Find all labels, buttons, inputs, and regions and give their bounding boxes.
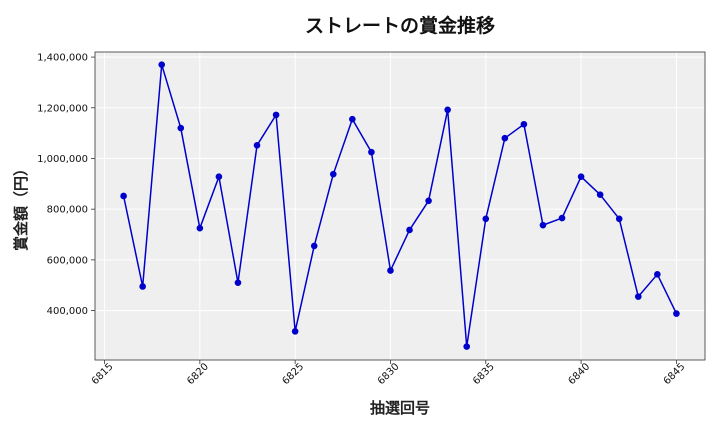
y-axis-ticks: 400,000 600,000 800,000 1,000,000 1,200,000 1… xyxy=(37,53,95,317)
data-point xyxy=(234,279,242,286)
y-tick-label: 400,000 xyxy=(47,306,88,317)
data-point xyxy=(387,267,394,274)
x-tick-label: 6825 xyxy=(281,361,307,387)
axes xyxy=(94,51,706,361)
y-tick-label: 1,000,000 xyxy=(37,154,88,165)
data-point xyxy=(272,111,280,119)
data-point xyxy=(634,293,642,300)
x-tick-label: 6830 xyxy=(376,361,402,387)
y-tick-label: 1,400,000 xyxy=(37,53,88,64)
data-point xyxy=(673,310,680,317)
data-point xyxy=(539,221,547,229)
y-tick-label: 800,000 xyxy=(47,205,88,216)
x-tick-label: 6835 xyxy=(471,361,497,387)
chart-title: ストレートの賞金推移 xyxy=(305,14,495,37)
x-axis-ticks: 6815 6820 6825 6830 6835 6840 6845 xyxy=(90,360,688,387)
x-axis-label: 抽選回号 xyxy=(370,399,430,417)
y-axis-label: 賞金額（円） xyxy=(12,161,30,251)
data-point xyxy=(329,170,337,178)
data-point xyxy=(463,343,471,350)
data-point xyxy=(482,215,490,223)
data-point xyxy=(349,115,356,123)
data-point xyxy=(406,226,413,234)
data-point xyxy=(139,283,146,290)
y-tick-label: 600,000 xyxy=(47,255,88,266)
data-point xyxy=(253,141,261,149)
data-point xyxy=(158,61,166,68)
x-tick-label: 6815 xyxy=(90,361,116,387)
data-point xyxy=(520,120,528,128)
data-point xyxy=(368,148,375,156)
data-point xyxy=(654,271,661,278)
data-point xyxy=(177,124,185,132)
series xyxy=(120,61,680,350)
data-point xyxy=(501,134,509,142)
data-point xyxy=(444,106,451,114)
y-tick-label: 1,200,000 xyxy=(37,103,88,114)
x-tick-label: 6820 xyxy=(185,361,211,387)
grid xyxy=(95,52,705,360)
data-point xyxy=(196,224,204,232)
series-line xyxy=(122,63,678,348)
data-point xyxy=(215,173,223,181)
plot-frame xyxy=(94,51,706,361)
data-point xyxy=(596,191,604,199)
data-point xyxy=(615,215,623,223)
x-tick-label: 6845 xyxy=(662,361,688,387)
x-tick-label: 6840 xyxy=(566,361,592,387)
data-point xyxy=(310,242,318,250)
data-point xyxy=(291,328,299,335)
data-point xyxy=(425,197,432,205)
data-point xyxy=(120,192,127,200)
plot-area xyxy=(95,52,705,360)
data-point xyxy=(558,214,566,222)
data-point xyxy=(577,173,585,181)
